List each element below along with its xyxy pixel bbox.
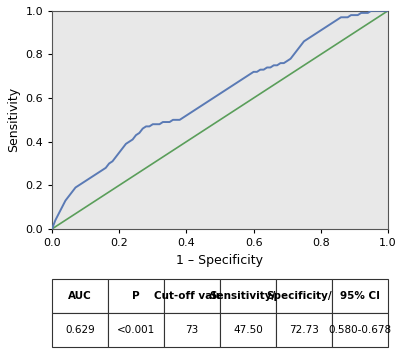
Y-axis label: Sensitivity: Sensitivity [7,87,20,153]
X-axis label: 1 – Specificity: 1 – Specificity [176,253,264,267]
